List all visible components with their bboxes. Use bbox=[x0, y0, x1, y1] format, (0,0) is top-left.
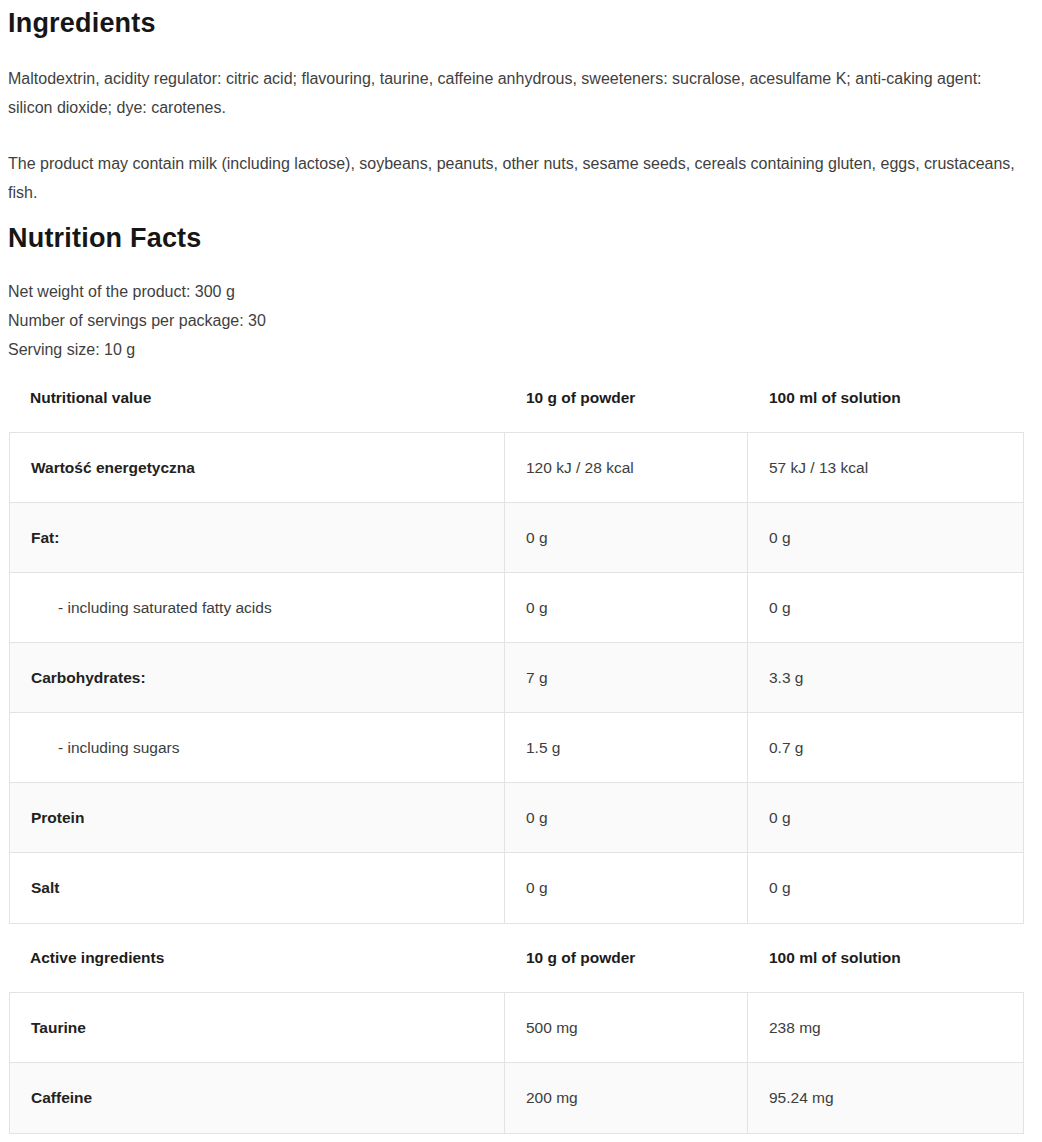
header-solution: 100 ml of solution bbox=[748, 949, 1024, 967]
table-row-saturated-fat: - including saturated fatty acids 0 g 0 … bbox=[10, 573, 1023, 643]
header-solution: 100 ml of solution bbox=[748, 389, 1024, 407]
solution-value: 0 g bbox=[748, 503, 1023, 572]
powder-value: 1.5 g bbox=[505, 713, 748, 782]
row-label: - including sugars bbox=[10, 713, 505, 782]
serving-size-line: Serving size: 10 g bbox=[8, 335, 1024, 364]
solution-value: 95.24 mg bbox=[748, 1063, 1023, 1133]
table-row-salt: Salt 0 g 0 g bbox=[10, 853, 1023, 923]
product-details-section: Ingredients Maltodextrin, acidity regula… bbox=[0, 0, 1042, 1142]
net-weight-line: Net weight of the product: 300 g bbox=[8, 277, 1024, 306]
nutritional-values-section: Nutritional value 10 g of powder 100 ml … bbox=[8, 364, 1024, 1134]
ingredients-heading: Ingredients bbox=[8, 6, 1024, 40]
row-label: - including saturated fatty acids bbox=[10, 573, 505, 642]
powder-value: 0 g bbox=[505, 853, 748, 923]
table-row-carbohydrates: Carbohydrates: 7 g 3.3 g bbox=[10, 643, 1023, 713]
powder-value: 0 g bbox=[505, 783, 748, 852]
row-label: Wartość energetyczna bbox=[10, 433, 505, 502]
header-active-ingredients: Active ingredients bbox=[9, 949, 505, 967]
nutritional-values-table: Wartość energetyczna 120 kJ / 28 kcal 57… bbox=[9, 432, 1024, 924]
active-ingredients-table: Taurine 500 mg 238 mg Caffeine 200 mg 95… bbox=[9, 992, 1024, 1134]
powder-value: 200 mg bbox=[505, 1063, 748, 1133]
table-row-protein: Protein 0 g 0 g bbox=[10, 783, 1023, 853]
row-label: Salt bbox=[10, 853, 505, 923]
row-label: Carbohydrates: bbox=[10, 643, 505, 712]
powder-value: 120 kJ / 28 kcal bbox=[505, 433, 748, 502]
solution-value: 3.3 g bbox=[748, 643, 1023, 712]
powder-value: 7 g bbox=[505, 643, 748, 712]
nutrition-facts-heading: Nutrition Facts bbox=[8, 221, 1024, 255]
table-row-caffeine: Caffeine 200 mg 95.24 mg bbox=[10, 1063, 1023, 1133]
row-label: Taurine bbox=[10, 993, 505, 1062]
table-row-energy: Wartość energetyczna 120 kJ / 28 kcal 57… bbox=[10, 433, 1023, 503]
solution-value: 238 mg bbox=[748, 993, 1023, 1062]
ingredients-text: Maltodextrin, acidity regulator: citric … bbox=[8, 64, 1024, 122]
active-ingredients-header-row: Active ingredients 10 g of powder 100 ml… bbox=[9, 924, 1024, 992]
powder-value: 500 mg bbox=[505, 993, 748, 1062]
solution-value: 0 g bbox=[748, 853, 1023, 923]
table-row-sugars: - including sugars 1.5 g 0.7 g bbox=[10, 713, 1023, 783]
allergen-text: The product may contain milk (including … bbox=[8, 149, 1024, 207]
solution-value: 57 kJ / 13 kcal bbox=[748, 433, 1023, 502]
solution-value: 0 g bbox=[748, 573, 1023, 642]
solution-value: 0.7 g bbox=[748, 713, 1023, 782]
row-label: Caffeine bbox=[10, 1063, 505, 1133]
header-powder: 10 g of powder bbox=[505, 389, 748, 407]
header-powder: 10 g of powder bbox=[505, 949, 748, 967]
table-row-taurine: Taurine 500 mg 238 mg bbox=[10, 993, 1023, 1063]
row-label: Fat: bbox=[10, 503, 505, 572]
powder-value: 0 g bbox=[505, 573, 748, 642]
row-label: Protein bbox=[10, 783, 505, 852]
header-nutritional-value: Nutritional value bbox=[9, 389, 505, 407]
servings-line: Number of servings per package: 30 bbox=[8, 306, 1024, 335]
solution-value: 0 g bbox=[748, 783, 1023, 852]
serving-info-block: Net weight of the product: 300 g Number … bbox=[8, 277, 1024, 364]
powder-value: 0 g bbox=[505, 503, 748, 572]
table-row-fat: Fat: 0 g 0 g bbox=[10, 503, 1023, 573]
nutritional-value-header-row: Nutritional value 10 g of powder 100 ml … bbox=[9, 364, 1024, 432]
